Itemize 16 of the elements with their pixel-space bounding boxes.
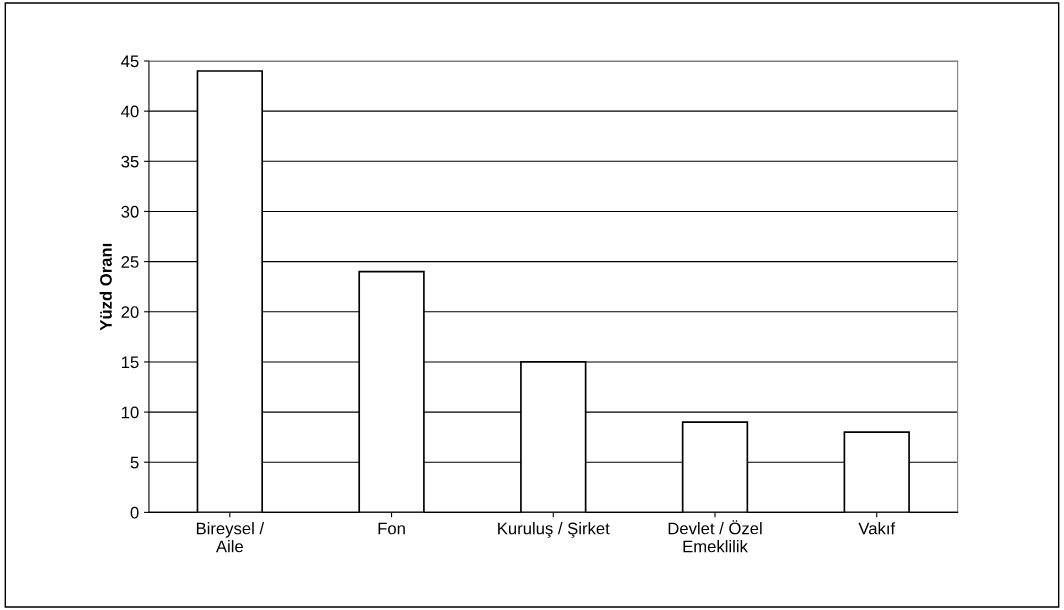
x-tick-label: Vakıf xyxy=(858,522,896,535)
y-tick-label: 30 xyxy=(121,205,139,218)
y-tick-label: 45 xyxy=(121,55,139,68)
y-tick-label: 25 xyxy=(121,256,139,268)
y-tick-label: 10 xyxy=(121,406,139,419)
x-tick-label: Fon xyxy=(378,522,405,535)
x-tick-label: Devlet / Özel Emeklilik xyxy=(668,520,762,553)
y-tick-label: 5 xyxy=(130,456,139,469)
y-axis-title: Yüzd Oranı xyxy=(99,243,112,331)
y-tick-label: 15 xyxy=(121,356,139,369)
y-tick-label: 0 xyxy=(130,506,139,519)
x-tick-label: Bireysel / Aile xyxy=(196,522,265,553)
y-tick-label: 35 xyxy=(121,155,139,168)
x-tick-label: Kuruluş / Şirket xyxy=(498,522,610,538)
y-tick-label: 20 xyxy=(121,306,139,318)
y-tick-label: 40 xyxy=(121,105,139,118)
